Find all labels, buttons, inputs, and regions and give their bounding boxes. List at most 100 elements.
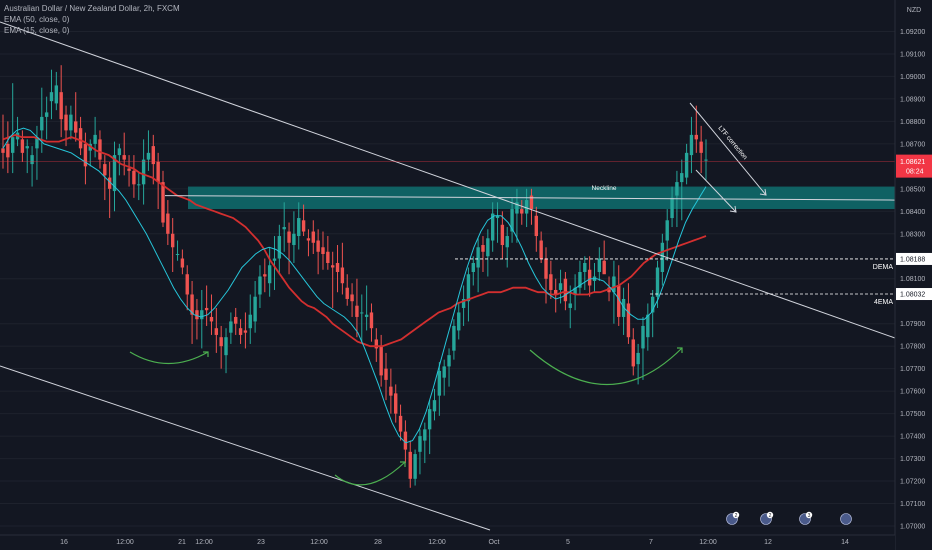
level-price-tag xyxy=(896,252,932,265)
candle-body xyxy=(335,263,340,272)
candle-body xyxy=(646,314,650,338)
candle-body xyxy=(311,231,315,243)
candle-body xyxy=(306,238,311,241)
candle-body xyxy=(238,328,243,335)
candle-body xyxy=(103,164,107,176)
candle-body xyxy=(403,431,408,450)
candles xyxy=(1,65,708,488)
candle-body xyxy=(394,393,398,414)
candle-body xyxy=(195,310,199,320)
candle-body xyxy=(612,276,616,293)
candle-body xyxy=(219,337,223,347)
candle-body xyxy=(680,173,684,183)
time-tick-label: 12:00 xyxy=(699,539,717,546)
time-tick-label: 12:00 xyxy=(310,539,328,546)
candle-body xyxy=(684,152,689,178)
candle-body xyxy=(617,285,621,317)
arc-arrowhead xyxy=(677,347,683,353)
candle-body xyxy=(321,247,325,255)
pattern-arc xyxy=(334,461,406,486)
candle-body xyxy=(476,247,480,268)
candle-body xyxy=(689,134,694,156)
candle-body xyxy=(64,114,68,131)
price-tick-label: 1.08500 xyxy=(900,186,925,193)
price-axis-bg xyxy=(895,0,932,550)
time-tick-label: 12:00 xyxy=(116,539,134,546)
candle-body xyxy=(272,258,277,261)
ema15-line xyxy=(2,127,707,444)
candle-body xyxy=(78,128,83,149)
candle-body xyxy=(146,152,151,160)
candle-body xyxy=(636,352,640,365)
candle-body xyxy=(384,368,388,380)
price-tick-label: 1.09100 xyxy=(900,51,925,58)
candle-body xyxy=(25,146,29,149)
price-tick-label: 1.07300 xyxy=(900,456,925,463)
candle-body xyxy=(583,263,587,272)
candle-body xyxy=(554,289,558,295)
time-tick-label: 21 xyxy=(178,539,186,546)
ltf-arrow-lower xyxy=(695,169,737,213)
price-tick-label: 1.08900 xyxy=(900,96,925,103)
price-tick-label: 1.08400 xyxy=(900,209,925,216)
candle-body xyxy=(675,182,679,196)
candle-body xyxy=(534,215,539,237)
price-tick-label: 1.07700 xyxy=(900,366,925,373)
candle-body xyxy=(398,415,403,432)
candle-body xyxy=(578,271,582,288)
candle-body xyxy=(117,148,122,156)
candle-body xyxy=(340,267,345,284)
candle-body xyxy=(151,146,155,165)
currency-label: NZD xyxy=(907,7,921,14)
time-tick-label: 7 xyxy=(649,539,653,546)
candle-body xyxy=(224,337,228,356)
candle-body xyxy=(442,366,446,378)
price-tick-label: 1.07000 xyxy=(900,524,925,531)
candle-body xyxy=(6,143,10,158)
candle-body xyxy=(520,209,524,214)
candle-body xyxy=(510,209,514,232)
candle-body xyxy=(447,355,451,367)
candle-body xyxy=(166,213,170,234)
candle-body xyxy=(495,215,500,219)
time-axis[interactable]: 16 12:00 21 12:00 23 12:00 28 12:00 Oct 5 7 12:00 12… xyxy=(0,511,895,550)
price-axis[interactable]: NZD 1.09200 1.09100 1.09000 1.08900 1.08800 1.… xyxy=(894,0,932,550)
candle-body xyxy=(93,134,97,144)
candle-body xyxy=(69,114,73,131)
candle-body xyxy=(229,321,233,333)
ltf-arrowhead xyxy=(729,205,737,213)
candle-body xyxy=(413,454,417,479)
price-tick-label: 1.07900 xyxy=(900,321,925,328)
candle-body xyxy=(234,316,238,324)
pattern-arc xyxy=(129,351,209,365)
price-tick-label: 1.07400 xyxy=(900,434,925,441)
candle-body xyxy=(568,303,572,308)
pattern-arc xyxy=(529,347,683,386)
candle-body xyxy=(316,240,320,252)
ema15-legend[interactable]: EMA (15, close, 0) xyxy=(4,26,70,35)
candle-body xyxy=(408,451,412,479)
ltf-correction-label: LTF correction xyxy=(716,125,748,162)
candle-body xyxy=(355,305,359,317)
price-tick-label: 1.07100 xyxy=(900,501,925,508)
drawings: Neckline LTF correction DEMA 4EMA xyxy=(0,21,896,531)
event-badge-count-bg xyxy=(805,511,813,519)
candle-body xyxy=(83,143,88,167)
candle-body xyxy=(471,263,475,272)
time-tick-label: 16 xyxy=(60,539,68,546)
grid xyxy=(0,30,895,527)
candle-body xyxy=(54,85,59,104)
ema50-line xyxy=(2,133,707,348)
time-tick-label: 5 xyxy=(566,539,570,546)
event-badge-count: 2 xyxy=(735,513,738,519)
ema50-legend[interactable]: EMA (50, close, 0) xyxy=(4,15,70,24)
current-price-tag xyxy=(896,154,932,178)
candle-body xyxy=(209,316,214,322)
candle-body xyxy=(267,265,272,284)
candle-body xyxy=(161,182,165,223)
candle-body xyxy=(490,213,495,241)
ltf-arrow-upper xyxy=(689,102,767,196)
candle-body xyxy=(452,325,456,351)
time-tick-label: 12:00 xyxy=(428,539,446,546)
